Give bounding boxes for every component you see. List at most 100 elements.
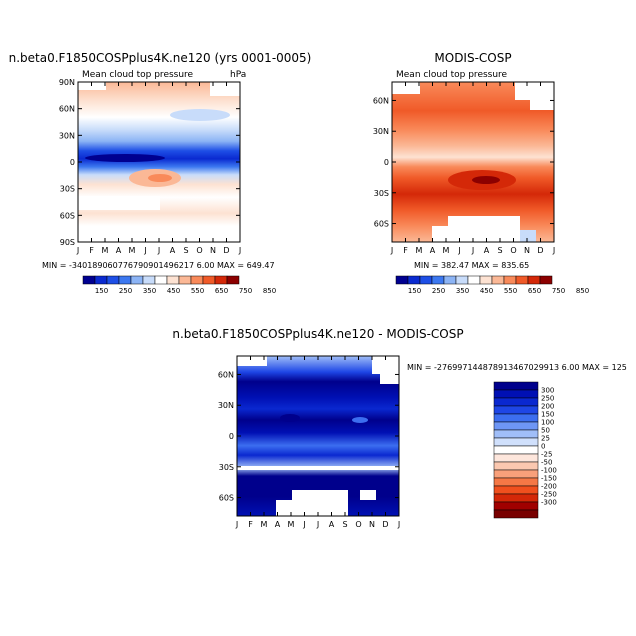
x-tick-label: M	[102, 246, 109, 255]
panel-model-colorbar: 150 250 350 450 550 650 750 850	[82, 275, 276, 295]
x-tick-label: A	[430, 246, 436, 255]
y-tick-label: 60S	[219, 494, 234, 503]
panel-diff-colorbar: 30025020015010050250-25-50-100-150-200-2…	[493, 381, 557, 519]
colorbar-swatch	[493, 413, 539, 423]
colorbar-swatch	[493, 397, 539, 407]
panel-diff-yaxis: 60N 30N 0 30S 60S	[218, 370, 399, 503]
panel-diff-missing	[372, 356, 399, 374]
colorbar-swatch	[214, 275, 228, 285]
colorbar-swatch	[493, 381, 539, 391]
panel-model-missing	[210, 82, 240, 96]
colorbar-swatch	[467, 275, 481, 285]
x-tick-label: A	[116, 246, 122, 255]
x-tick-label: J	[390, 246, 393, 255]
y-tick-label: 60N	[59, 105, 75, 114]
panel-diff-missing	[380, 374, 399, 384]
x-tick-label: O	[196, 246, 202, 255]
colorbar-swatch	[202, 275, 216, 285]
panel-obs-subtitle: Mean cloud top pressure	[396, 70, 508, 80]
colorbar-label: 25	[541, 435, 550, 443]
colorbar-swatch	[493, 421, 539, 431]
x-tick-label: J	[457, 246, 460, 255]
colorbar-label: 650	[215, 287, 228, 295]
x-tick-label: M	[416, 246, 423, 255]
colorbar-swatch	[419, 275, 433, 285]
x-tick-label: M	[129, 246, 136, 255]
colorbar-label: 850	[576, 287, 589, 295]
colorbar-swatch	[493, 429, 539, 439]
colorbar-label: 150	[408, 287, 421, 295]
colorbar-label: 350	[143, 287, 156, 295]
colorbar-label: 450	[167, 287, 180, 295]
y-tick-label: 90N	[59, 78, 75, 87]
colorbar-label: 50	[541, 427, 550, 435]
colorbar-swatch	[493, 493, 539, 503]
x-tick-label: F	[403, 246, 408, 255]
x-tick-label: J	[552, 246, 555, 255]
y-tick-label: 90S	[60, 238, 75, 247]
panel-model-subtitle: Mean cloud top pressure	[82, 70, 194, 80]
colorbar-swatch	[493, 501, 539, 511]
panel-obs-missing	[392, 82, 420, 94]
y-tick-label: 60S	[374, 220, 389, 229]
x-tick-label: J	[143, 246, 146, 255]
colorbar-swatch	[493, 405, 539, 415]
colorbar-swatch	[82, 275, 96, 285]
x-tick-label: D	[223, 246, 229, 255]
panel-diff: n.beta0.F1850COSPplus4K.ne120 - MODIS-CO…	[172, 327, 627, 529]
y-tick-label: 0	[384, 158, 389, 167]
panel-diff-minmax: MIN = -276997144878913467029913 6.00 MAX…	[407, 363, 627, 372]
panel-model-title: n.beta0.F1850COSPplus4K.ne120 (yrs 0001-…	[9, 51, 312, 65]
panel-obs-missing	[432, 226, 448, 242]
panel-diff-missing	[276, 500, 292, 516]
colorbar-label: 100	[541, 419, 554, 427]
colorbar-swatch	[493, 461, 539, 471]
x-tick-label: J	[471, 246, 474, 255]
panel-model-contour-blob	[85, 154, 165, 162]
colorbar-swatch	[407, 275, 421, 285]
panel-model-units: hPa	[230, 70, 246, 80]
panel-diff-contour-blob	[352, 417, 368, 423]
colorbar-label: 850	[263, 287, 276, 295]
colorbar-swatch	[166, 275, 180, 285]
panel-diff-missing	[237, 356, 267, 366]
colorbar-label: 750	[239, 287, 252, 295]
y-tick-label: 30S	[374, 189, 389, 198]
y-tick-label: 30N	[373, 127, 389, 136]
panel-diff-contour-blob	[280, 414, 300, 422]
colorbar-swatch	[142, 275, 156, 285]
x-tick-label: S	[342, 520, 347, 529]
panel-obs: MODIS-COSP Mean cloud top pressure 60N 30…	[373, 51, 589, 295]
y-tick-label: 0	[229, 432, 234, 441]
colorbar-label: -300	[541, 499, 557, 507]
colorbar-swatch	[493, 477, 539, 487]
x-tick-label: M	[288, 520, 295, 529]
y-tick-label: 60N	[218, 370, 234, 379]
colorbar-label: 650	[528, 287, 541, 295]
colorbar-label: 200	[541, 403, 554, 411]
panel-model-yaxis: 90N 60N 30N 0 30S 60S 90S	[59, 78, 240, 247]
x-tick-label: A	[484, 246, 490, 255]
x-tick-label: J	[157, 246, 160, 255]
x-tick-label: M	[443, 246, 450, 255]
panel-diff-field	[237, 356, 399, 516]
y-tick-label: 30S	[60, 185, 75, 194]
colorbar-swatch	[395, 275, 409, 285]
colorbar-swatch	[106, 275, 120, 285]
panel-diff-title: n.beta0.F1850COSPplus4K.ne120 - MODIS-CO…	[172, 327, 463, 341]
x-tick-label: F	[248, 520, 253, 529]
colorbar-swatch	[493, 453, 539, 463]
colorbar-label: 0	[541, 443, 545, 451]
panel-model-minmax: MIN = -340189060776790901496217 6.00 MAX…	[42, 261, 275, 270]
y-tick-label: 30S	[219, 463, 234, 472]
colorbar-label: 550	[191, 287, 204, 295]
colorbar-swatch	[154, 275, 168, 285]
x-tick-label: D	[537, 246, 543, 255]
x-tick-label: J	[397, 520, 400, 529]
colorbar-label: -25	[541, 451, 552, 459]
y-tick-label: 0	[70, 158, 75, 167]
colorbar-swatch	[190, 275, 204, 285]
colorbar-label: 300	[541, 387, 554, 395]
